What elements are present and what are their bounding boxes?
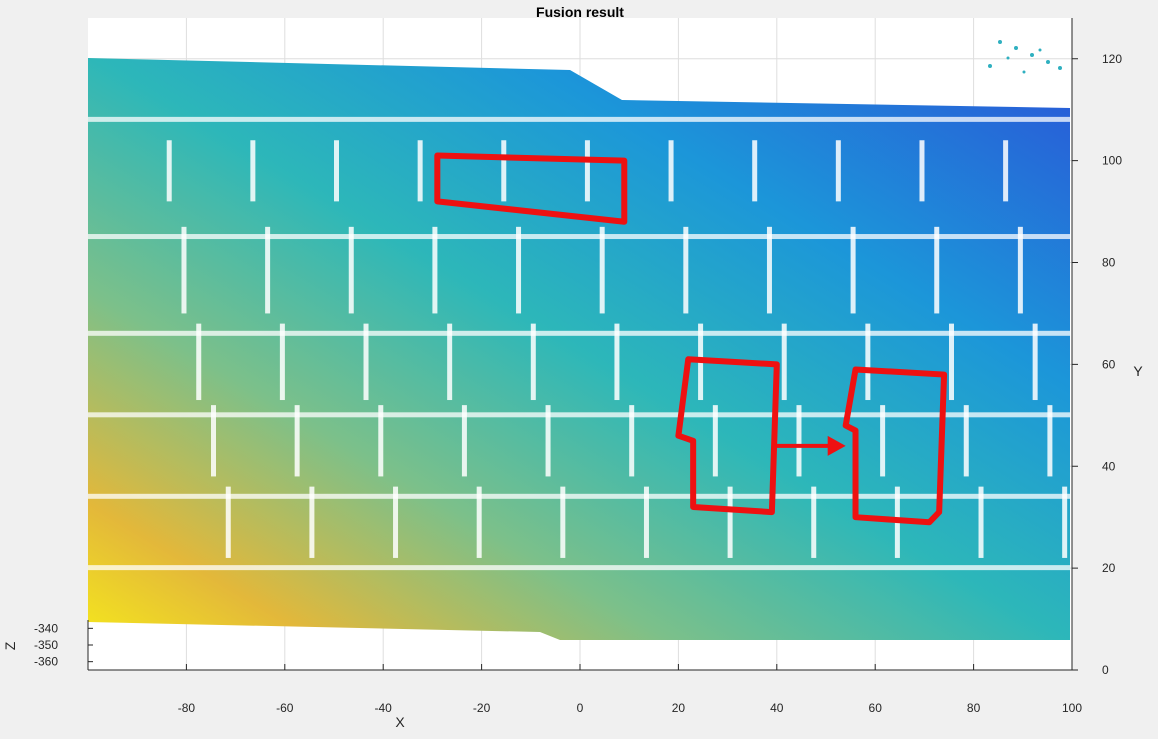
highlight-box-upper [434,152,628,225]
cloud-lane-gap [88,116,1070,122]
move-arrow-head [827,435,846,456]
cloud-car-gap [417,140,423,202]
cloud-car-gap [393,486,399,558]
cloud-car-gap [1003,140,1009,202]
x-tick-label: 60 [869,701,883,715]
cloud-car-gap [225,486,231,558]
cloud-lane-gap [88,565,1070,571]
x-tick-label: 40 [770,701,784,715]
cloud-car-gap [835,140,841,202]
y-tick-label: 0 [1102,663,1109,677]
cloud-car-gap [334,140,339,202]
cloud-car-gap [1017,226,1023,314]
cloud-car-gap [584,140,590,202]
cloud-car-gap [766,226,772,314]
cloud-car-gap [432,226,438,314]
x-tick-label: -80 [178,701,196,715]
cloud-car-gap [363,323,369,401]
x-tick-label: -20 [473,701,491,715]
z-tick-label: -360 [34,655,58,669]
cloud-car-gap [461,405,467,477]
annotations [434,152,948,526]
cloud-car-gap [250,140,256,202]
cloud-car-gap [1032,323,1038,401]
x-tick-label: 80 [967,701,981,715]
highlight-box-right [842,366,948,526]
cloud-car-gap [348,226,354,314]
y-tick-label: 80 [1102,256,1116,270]
cloud-car-gap [668,140,674,202]
cloud-car-gap [880,405,886,477]
z-tick-label: -340 [34,621,58,635]
cloud-car-gap [978,486,984,558]
cloud-car-gap [643,486,649,558]
cloud-car-gap [211,405,216,477]
cloud-car-gap [166,140,172,202]
cloud-car-gap [727,486,733,558]
cloud-lane-gap [88,493,1070,499]
x-axis-label: X [395,714,405,730]
cloud-car-gap [949,323,954,401]
cloud-car-gap [530,323,536,401]
cloud-car-gap [516,226,522,314]
point-cloud-gaps [88,116,1070,571]
cloud-car-gap [752,140,758,202]
y-axis-ticks: 0 20 40 60 80 100 120 [1072,52,1122,677]
cloud-car-gap [1047,405,1053,477]
cloud-car-gap [934,226,940,314]
x-tick-label: 20 [672,701,686,715]
cloud-car-gap [712,405,718,477]
z-tick-label: -350 [34,638,58,652]
cloud-car-gap [560,486,566,558]
point-cloud [88,58,1070,640]
x-tick-label: -40 [375,701,393,715]
highlight-box-left [675,356,780,516]
cloud-car-gap [1062,486,1068,558]
stray-points [988,40,1062,74]
cloud-car-gap [279,323,285,401]
cloud-car-gap [181,226,187,314]
cloud-car-gap [850,226,856,314]
cloud-lane-gap [88,330,1070,336]
cloud-car-gap [919,140,925,202]
cloud-car-gap [781,323,787,401]
cloud-car-gap [599,226,605,314]
cloud-car-gap [811,486,817,558]
y-tick-label: 100 [1102,154,1122,168]
y-tick-label: 120 [1102,52,1122,66]
y-tick-label: 40 [1102,459,1116,473]
cloud-car-gap [629,405,635,477]
z-axis-ticks: -340 -350 -360 [34,621,93,669]
cloud-car-gap [683,226,689,314]
cloud-lane-gap [88,412,1070,418]
y-tick-label: 60 [1102,357,1116,371]
cloud-car-gap [501,140,507,202]
cloud-car-gap [796,405,802,477]
cloud-lane-gap [88,234,1070,240]
x-tick-label: 100 [1062,701,1082,715]
cloud-car-gap [265,226,271,314]
z-axis-label: Z [2,641,18,650]
y-tick-label: 20 [1102,561,1116,575]
cloud-car-gap [963,405,969,477]
cloud-car-gap [614,323,620,401]
y-axis-label: Y [1133,363,1143,379]
x-axis-ticks: -80 -60 -40 -20 0 20 40 60 80 100 [178,664,1082,715]
cloud-car-gap [294,405,300,477]
cloud-car-gap [545,405,551,477]
cloud-car-gap [309,486,315,558]
cloud-car-gap [196,323,202,401]
x-tick-label: 0 [577,701,584,715]
cloud-car-gap [476,486,482,558]
cloud-car-gap [447,323,453,401]
cloud-car-gap [865,323,871,401]
x-tick-label: -60 [276,701,294,715]
cloud-car-gap [378,405,384,477]
chart-title: Fusion result [536,4,624,20]
